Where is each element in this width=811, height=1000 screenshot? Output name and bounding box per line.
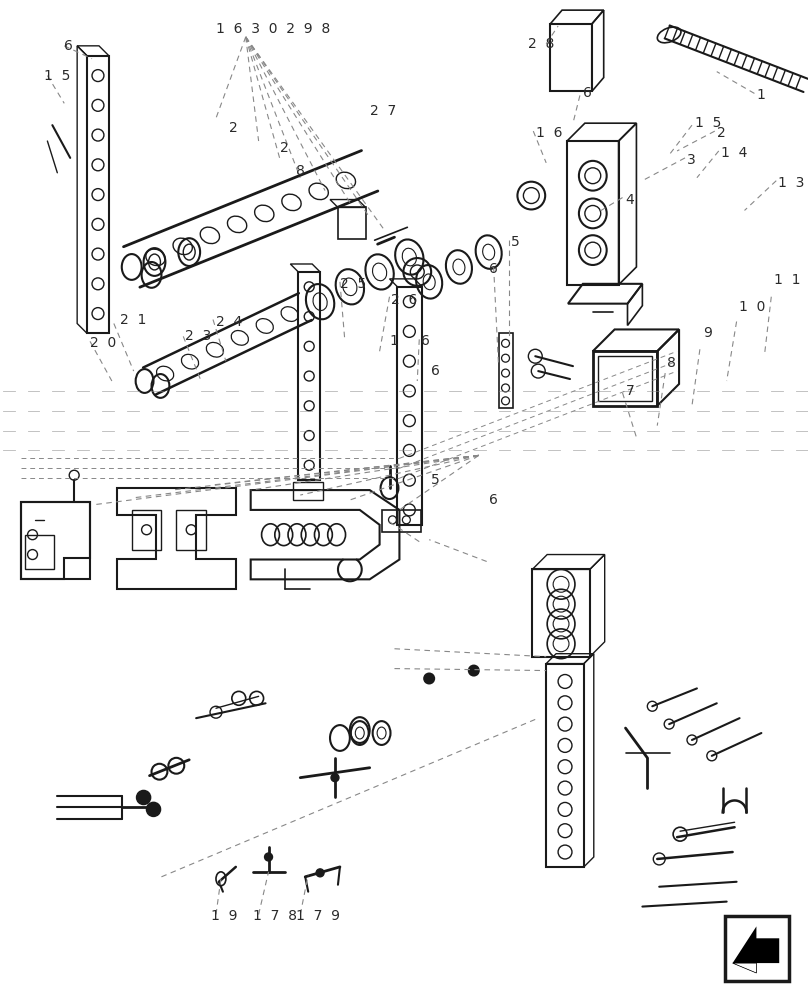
Text: 6: 6 [64, 39, 73, 53]
Circle shape [136, 791, 150, 804]
Bar [298, 272, 320, 480]
Circle shape [423, 674, 434, 683]
Text: 6: 6 [488, 493, 497, 507]
Bar [337, 207, 365, 239]
Bar [20, 502, 90, 579]
Circle shape [264, 853, 272, 861]
Text: 2  3: 2 3 [185, 329, 211, 343]
Text: 6: 6 [421, 334, 430, 348]
Bar [597, 356, 651, 401]
Circle shape [331, 774, 338, 782]
Text: 1  5: 1 5 [45, 69, 71, 83]
Text: 1: 1 [756, 88, 764, 102]
Text: 2  8: 2 8 [528, 37, 554, 51]
Text: 1  7  9: 1 7 9 [296, 909, 340, 923]
Text: 2  0: 2 0 [90, 336, 116, 350]
Text: 1  6: 1 6 [535, 126, 562, 140]
Text: 2  6: 2 6 [391, 293, 418, 307]
Text: 2  5: 2 5 [340, 277, 366, 291]
Text: 1: 1 [389, 334, 398, 348]
Text: 6: 6 [488, 262, 497, 276]
Bar [592, 351, 656, 406]
Text: 1  0: 1 0 [738, 300, 764, 314]
Text: 3: 3 [686, 153, 695, 167]
Text: 1  7  8: 1 7 8 [252, 909, 296, 923]
Text: 1  5: 1 5 [694, 116, 720, 130]
Text: 1  6  3  0  2  9  8: 1 6 3 0 2 9 8 [216, 22, 330, 36]
Polygon shape [732, 963, 756, 973]
Bar [293, 482, 323, 500]
Text: 2  7: 2 7 [369, 104, 396, 118]
Bar [550, 24, 591, 91]
Text: 1  3: 1 3 [777, 176, 804, 190]
Circle shape [315, 869, 324, 877]
Bar [546, 664, 583, 867]
Bar [87, 56, 109, 333]
Bar [723, 916, 788, 981]
Bar [397, 287, 422, 525]
Bar [566, 141, 618, 285]
Text: 1  1: 1 1 [774, 273, 800, 287]
Text: 7: 7 [624, 384, 633, 398]
Text: 2: 2 [280, 141, 289, 155]
Bar [131, 510, 161, 550]
Text: 6: 6 [582, 86, 591, 100]
Text: 8: 8 [296, 164, 305, 178]
Bar [176, 510, 206, 550]
Text: 6: 6 [431, 364, 440, 378]
Bar [532, 569, 589, 657]
Text: 2: 2 [716, 126, 724, 140]
Polygon shape [732, 926, 779, 973]
Text: 1  9: 1 9 [211, 909, 238, 923]
Bar [24, 535, 54, 569]
Text: 5: 5 [431, 473, 440, 487]
Bar [498, 333, 513, 408]
Text: 4: 4 [624, 193, 633, 207]
Circle shape [146, 802, 161, 816]
Circle shape [468, 666, 478, 676]
Text: 2  4: 2 4 [216, 315, 242, 329]
Text: 8: 8 [667, 356, 676, 370]
Text: 2: 2 [229, 121, 238, 135]
Bar [381, 510, 421, 532]
Text: 9: 9 [702, 326, 711, 340]
Text: 2  1: 2 1 [120, 313, 146, 327]
Text: 5: 5 [510, 235, 518, 249]
Text: 1  4: 1 4 [720, 146, 746, 160]
